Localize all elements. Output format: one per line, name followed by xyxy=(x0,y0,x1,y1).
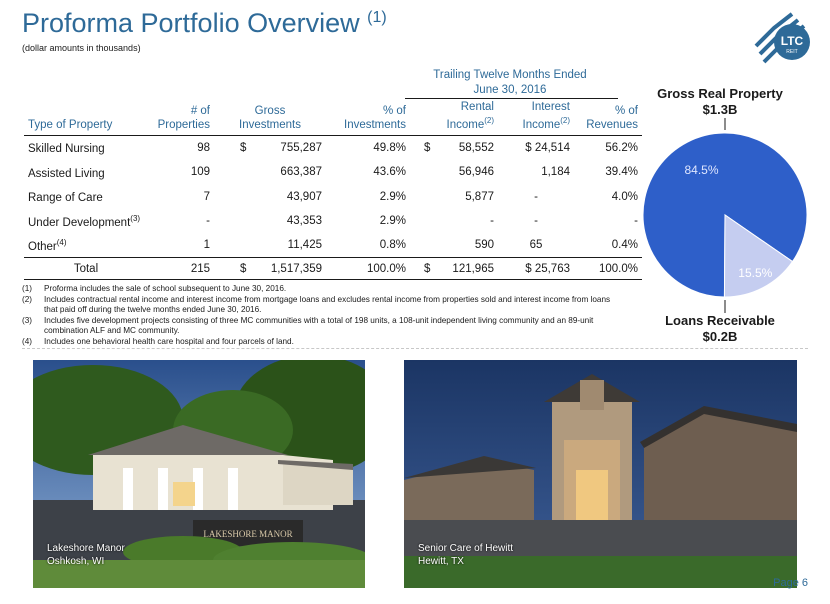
pie-slice-label: 15.5% xyxy=(738,266,772,280)
portfolio-table: Type of Property # of Properties Gross Inv… xyxy=(24,100,642,281)
portfolio-pie-chart: 84.5% 15.5% xyxy=(642,118,808,313)
pie-legend-name: Loans Receivable xyxy=(665,313,775,328)
pie-label-gross-real-property: Gross Real Property $1.3B xyxy=(640,86,800,118)
photo-sign-text: LAKESHORE MANOR xyxy=(203,529,292,539)
col-rental-header: Rental Income(2) xyxy=(410,100,498,136)
ttm-header-line1: Trailing Twelve Months Ended xyxy=(433,69,587,81)
pie-label-loans-receivable: Loans Receivable $0.2B xyxy=(640,313,800,345)
table-total-row: Total 215 $1,517,359 100.0% $121,965 $ 2… xyxy=(24,257,642,281)
ltc-reit-logo-icon: LTC REIT xyxy=(752,10,814,64)
footnote-item: (4) Includes one behavioral health care h… xyxy=(22,336,294,346)
photo-senior-care-hewitt: Senior Care of Hewitt Hewitt, TX xyxy=(404,360,797,588)
photo-caption-name: Senior Care of Hewitt xyxy=(418,543,514,554)
col-pct-rev-header: % of Revenues xyxy=(574,100,642,136)
ttm-header: Trailing Twelve Months Ended June 30, 20… xyxy=(400,68,620,98)
section-divider xyxy=(22,348,808,349)
photo-caption: Senior Care of Hewitt Hewitt, TX xyxy=(418,542,513,568)
title-footnote: (1) xyxy=(367,9,387,26)
footnotes: (1) Proforma includes the sale of school … xyxy=(22,284,612,347)
photo-caption: Lakeshore Manor Oshkosh, WI xyxy=(47,542,125,568)
photo-lakeshore-manor: LAKESHORE MANOR Lakeshore Manor Oshkosh,… xyxy=(33,360,365,588)
col-gross-header: Gross Investments xyxy=(214,100,326,136)
col-num-header: # of Properties xyxy=(148,100,214,136)
pie-slice-label: 84.5% xyxy=(685,163,719,177)
page-subtitle: (dollar amounts in thousands) xyxy=(22,43,141,53)
pie-slice xyxy=(723,214,794,298)
footnote-item: (1) Proforma includes the sale of school … xyxy=(22,284,287,293)
pie-legend-amount: $1.3B xyxy=(702,102,738,117)
col-type-header: Type of Property xyxy=(24,100,148,136)
page-title-text: Proforma Portfolio Overview xyxy=(22,8,360,38)
pie-legend-amount: $0.2B xyxy=(702,329,738,344)
table-row: Range of Care 7 43,907 2.9% 5,877 - 4.0% xyxy=(28,190,638,204)
page-title: Proforma Portfolio Overview (1) xyxy=(22,8,387,39)
ttm-underline xyxy=(405,98,618,99)
table-row: Skilled Nursing 98 $755,287 49.8% $58,55… xyxy=(28,141,638,156)
col-interest-header: Interest Income(2) xyxy=(498,100,574,136)
table-row: Other(4) 1 11,425 0.8% 590 65 0.4% xyxy=(28,237,638,253)
table-row: Assisted Living 109 663,387 43.6% 56,946… xyxy=(28,166,638,180)
page-number: Page 6 xyxy=(773,577,808,589)
pie-legend-name: Gross Real Property xyxy=(657,86,783,101)
ttm-header-line2: June 30, 2016 xyxy=(473,84,547,96)
logo-subtext: REIT xyxy=(786,49,797,55)
photo-caption-location: Oshkosh, WI xyxy=(47,556,105,567)
table-row: Under Development(3) - 43,353 2.9% - - - xyxy=(28,213,638,229)
footnote-item: (2) Includes contractual rental income an… xyxy=(22,294,611,315)
logo-text: LTC xyxy=(781,34,804,48)
col-pct-inv-header: % of Investments xyxy=(326,100,410,136)
photo-caption-location: Hewitt, TX xyxy=(418,556,464,567)
table-header-row: Type of Property # of Properties Gross Inv… xyxy=(24,100,642,136)
footnote-item: (3) Includes five development projects co… xyxy=(22,315,594,336)
photo-caption-name: Lakeshore Manor xyxy=(47,543,125,554)
